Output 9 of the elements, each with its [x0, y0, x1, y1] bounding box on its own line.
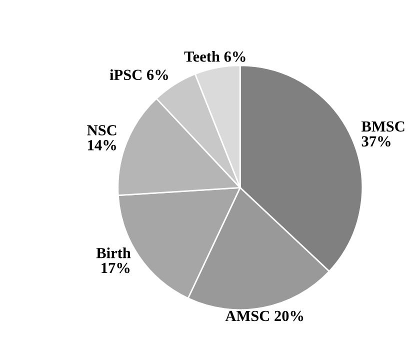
slice-label: BMSC [362, 121, 404, 132]
data-label: 37% [362, 136, 390, 147]
slice-label: NSC [87, 125, 116, 136]
slice-label: Teeth 6% [184, 51, 246, 62]
slice-label: iPSC 6% [110, 69, 168, 80]
slice-label: AMSC 20% [225, 310, 304, 322]
data-label: 17% [102, 262, 130, 274]
slice-label: Birth [96, 247, 131, 258]
data-label: 14% [88, 140, 116, 150]
